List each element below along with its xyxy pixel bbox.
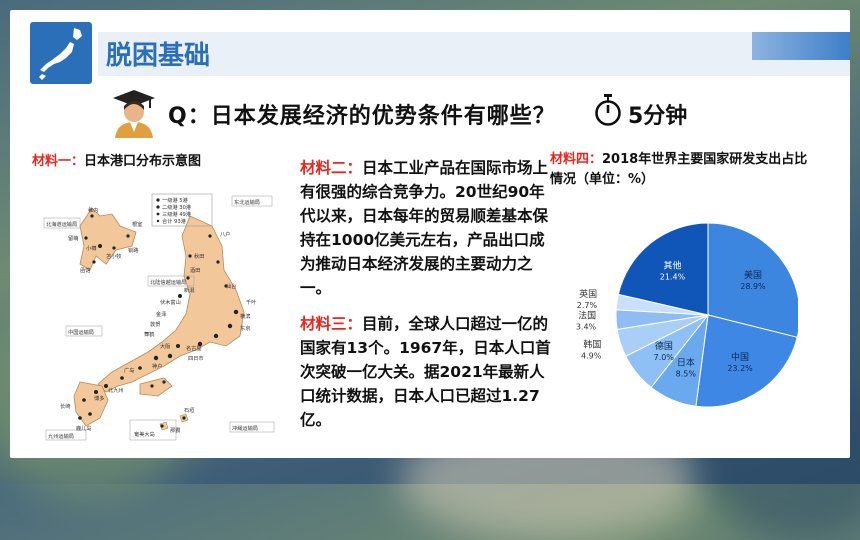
pie-label-value: 28.9%: [740, 282, 766, 291]
stopwatch-icon: [595, 94, 621, 126]
material3-label: 材料三：: [300, 315, 363, 333]
pie-label-value: 21.4%: [660, 272, 686, 281]
materials-2-3: 材料二：日本工业产品在国际市场上有很强的综合竞争力。20世纪90年代以来，日本每…: [300, 156, 552, 432]
map-legend-2: 二级港 30港: [162, 203, 192, 211]
map-place: 北陆信越运输局: [150, 278, 186, 286]
material4-label: 材料四：: [550, 152, 603, 167]
map-place: 东北运输局: [234, 198, 260, 206]
map-legend-1: 一级港 5港: [162, 196, 189, 204]
question-text: Q：日本发展经济的优势条件有哪些？: [168, 104, 556, 129]
pie-label-name: 德国: [655, 340, 673, 352]
pie-label-name: 中国: [731, 351, 749, 363]
pie-label-name: 法国: [578, 310, 596, 322]
map-place: 伏木富山: [160, 298, 181, 306]
map-place: 大阪: [160, 342, 170, 350]
pie-label-value: 2.7%: [577, 301, 598, 310]
map-place: 石垣: [184, 406, 194, 414]
slide: 脱困基础 Q：日本发展经济的优势条件有哪些？ 5分钟 材料一：日本港口分布示意图: [10, 10, 850, 458]
map-place: 博多: [94, 394, 104, 402]
map-place: 那霸: [170, 426, 180, 434]
japan-map-logo-icon: [30, 22, 92, 84]
map-place: 四日市: [188, 354, 204, 362]
pie-label-value: 8.5%: [676, 370, 697, 379]
pie-label-name: 美国: [744, 269, 762, 281]
map-place: 东京: [240, 324, 250, 332]
map-place: 长崎: [60, 402, 70, 410]
map-place: 敦贺: [150, 320, 160, 328]
map-place: 北海道运输局: [46, 220, 77, 228]
accent-bar: [752, 32, 850, 60]
map-place: 苫小牧: [106, 252, 122, 260]
material2-paragraph: 材料二：日本工业产品在国际市场上有很强的综合竞争力。20世纪90年代以来，日本每…: [300, 156, 552, 300]
map-place: 舞鹤: [144, 330, 154, 338]
map-place: 新潟: [184, 286, 194, 294]
pie-label-value: 4.9%: [581, 351, 602, 360]
map-place: 函馆: [80, 266, 90, 274]
pie-slice-中国: [695, 314, 798, 408]
graduate-avatar-icon: [113, 90, 155, 138]
map-place: 稚内: [88, 206, 98, 214]
pie-label-name: 日本: [677, 357, 695, 369]
map-place: 冲绳运输局: [232, 424, 258, 432]
map-place: 北九州: [108, 386, 124, 394]
map-place: 鹿儿岛: [76, 424, 92, 432]
japan-port-map: 一级港 5港 二级港 30港 三级港 49港 合计 93港 稚内 北海道运输局 …: [40, 186, 288, 448]
material3-text: 目前，全球人口超过一亿的国家有13个。1967年，日本人口首次突破一亿大关。据2…: [300, 315, 551, 429]
map-place: 奄美大岛: [134, 430, 155, 438]
map-place: 金泽: [156, 310, 166, 318]
material4-title: 2018年世界主要国家研发支出占比情况（单位：%）: [550, 152, 808, 187]
title-bar: 脱困基础: [98, 32, 850, 76]
map-place: 根室: [132, 220, 142, 228]
map-place: 广岛: [124, 366, 134, 374]
map-place: 仙台: [226, 282, 236, 290]
material1-title: 日本港口分布示意图: [84, 154, 202, 169]
pie-label-name: 英国: [579, 288, 597, 300]
map-place: 名古屋: [186, 344, 202, 352]
map-place: 神户: [152, 362, 162, 370]
pie-label-value: 7.0%: [654, 353, 675, 362]
material2-label: 材料二：: [300, 159, 363, 177]
map-legend-4: 合计 93港: [162, 217, 187, 225]
map-place: 酒田: [190, 266, 200, 274]
map-place: 千叶: [246, 298, 256, 306]
page-title: 脱困基础: [106, 41, 211, 71]
material4-heading: 材料四：2018年世界主要国家研发支出占比情况（单位：%）: [550, 150, 820, 190]
pie-label-name: 韩国: [583, 338, 601, 350]
map-place: 九州运输局: [48, 432, 74, 440]
material3-paragraph: 材料三：目前，全球人口超过一亿的国家有13个。1967年，日本人口首次突破一亿大…: [300, 312, 552, 432]
pie-label-name: 其他: [663, 259, 681, 271]
time-limit: 5分钟: [628, 104, 688, 129]
map-place: 秋田: [194, 252, 204, 260]
pie-label-value: 23.2%: [727, 364, 753, 373]
map-place: 八户: [220, 230, 230, 238]
pie-slice-其他: [617, 222, 709, 316]
pie-slice-美国: [707, 222, 798, 338]
map-place: 留萌: [68, 234, 78, 242]
map-place: 中国运输局: [68, 328, 94, 336]
map-place: 钏路: [128, 246, 139, 254]
map-place: 横滨: [240, 312, 250, 320]
material2-text: 日本工业产品在国际市场上有很强的综合竞争力。20世纪90年代以来，日本每年的贸易…: [300, 159, 549, 297]
pie-label-value: 3.4%: [576, 323, 597, 332]
map-legend-3: 三级港 49港: [162, 210, 192, 218]
map-place: 小樽: [86, 244, 96, 252]
material1-heading: 材料一：日本港口分布示意图: [32, 150, 201, 169]
material1-label: 材料一：: [32, 154, 85, 169]
